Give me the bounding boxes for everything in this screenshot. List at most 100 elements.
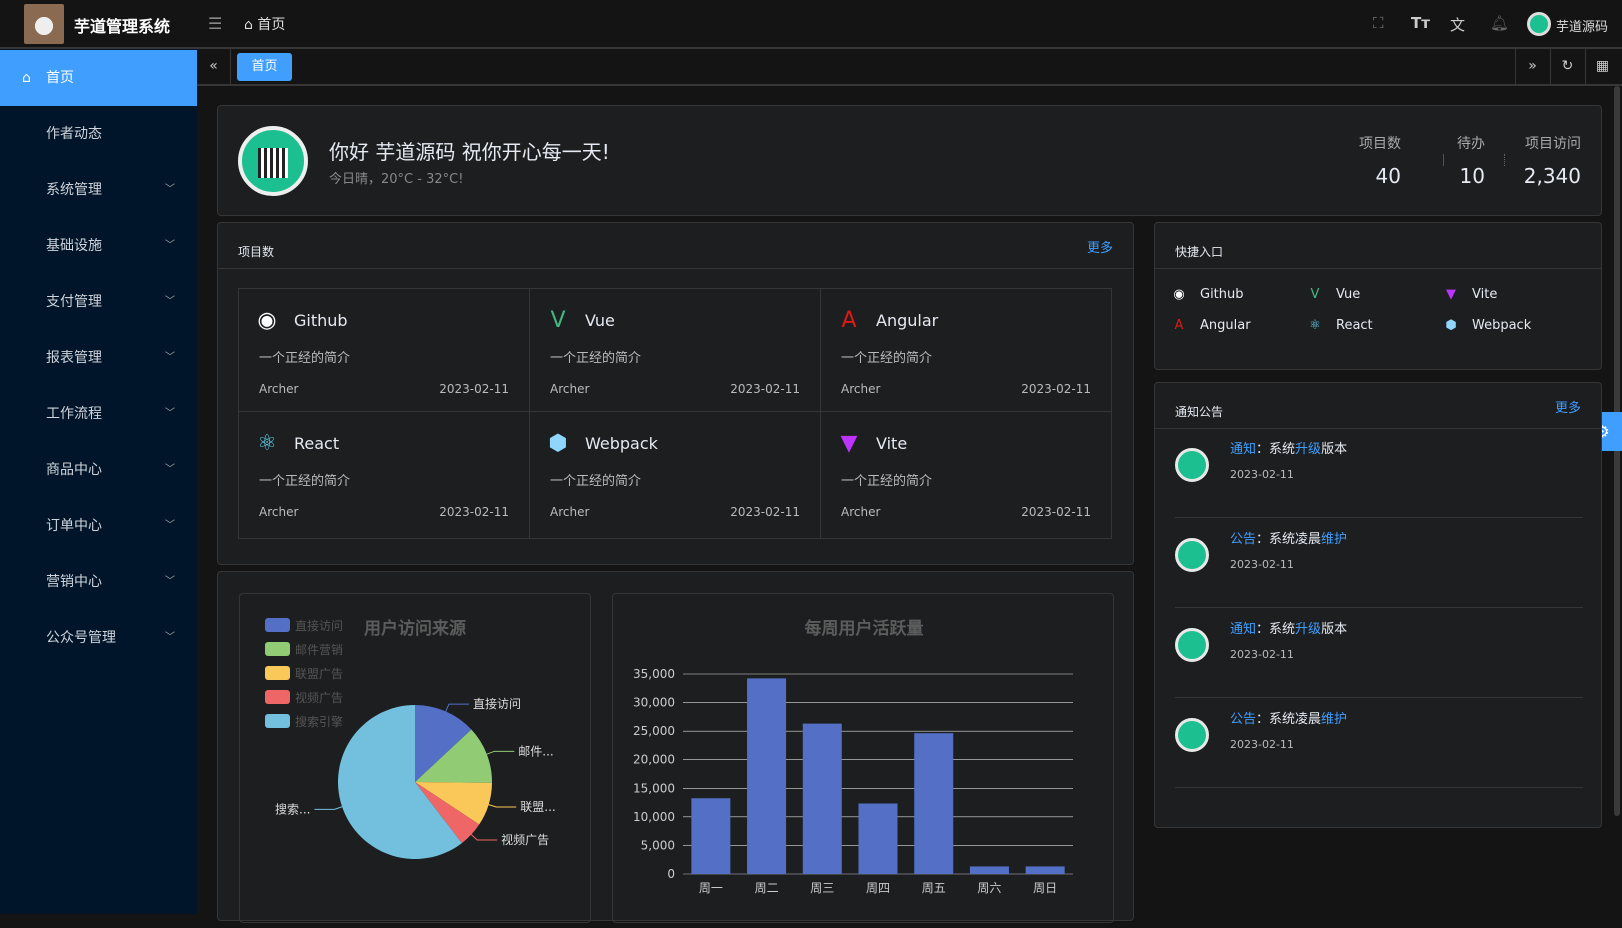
y-tick-label: 0 (667, 867, 675, 881)
scrollbar[interactable] (1614, 86, 1620, 816)
sidebar-item-mp[interactable]: 公众号管理 ﹀ (0, 610, 197, 666)
project-card[interactable]: V Vue 一个正经的简介 Archer 2023-02-11 (529, 288, 821, 416)
pie-slice[interactable] (415, 705, 472, 782)
legend-swatch[interactable] (265, 714, 290, 728)
project-date: 2023-02-11 (730, 505, 800, 519)
slice-label: 联盟... (520, 800, 555, 814)
user-name[interactable]: 芋道源码 (1556, 20, 1609, 35)
notice-type[interactable]: 公告 (1230, 712, 1257, 727)
bar[interactable] (858, 803, 898, 874)
shortcut-item[interactable]: ⚛ React (1306, 318, 1373, 333)
sidebar-item-workflow[interactable]: 工作流程 ﹀ (0, 386, 197, 442)
shortcut-item[interactable]: V Vue (1306, 287, 1361, 302)
project-author: Archer (259, 382, 299, 396)
legend-swatch[interactable] (265, 642, 290, 656)
notice-highlight: 升级 (1295, 442, 1322, 457)
project-card[interactable]: ⚛ React 一个正经的简介 Archer 2023-02-11 (238, 411, 530, 539)
fullscreen-icon[interactable]: ⛶ (1373, 14, 1384, 32)
sidebar-item-home[interactable]: ⌂ 首页 (0, 50, 197, 106)
bar[interactable] (914, 733, 954, 874)
y-tick-label: 15,000 (633, 781, 675, 795)
angular-icon: A (841, 308, 857, 333)
more-link[interactable]: 更多 (1086, 241, 1113, 256)
sidebar-item-label: 工作流程 (46, 406, 102, 422)
breadcrumb-home[interactable]: 首页 (257, 17, 286, 33)
tab-home[interactable]: 首页 (237, 53, 292, 81)
y-tick-label: 25,000 (633, 724, 675, 738)
legend-swatch[interactable] (265, 618, 290, 632)
pie-slice[interactable] (338, 705, 462, 859)
shortcut-item[interactable]: A Angular (1170, 318, 1251, 333)
divider (1504, 154, 1505, 166)
project-desc: 一个正经的简介 (841, 474, 933, 489)
bar[interactable] (802, 723, 842, 874)
vue-icon: V (1310, 287, 1320, 302)
notice-title: 系统 (1269, 622, 1296, 637)
notice-date: 2023-02-11 (1230, 738, 1294, 751)
bar[interactable] (1025, 866, 1065, 874)
notice-item[interactable]: 公告：系统凌晨维护 2023-02-11 (1175, 698, 1583, 788)
user-avatar[interactable] (1527, 12, 1551, 36)
top-header: 芋道管理系统 ☰ ⌂ 首页 ⛶ Tт 文 🔔︎ 芋道源码 (0, 0, 1622, 49)
project-name: Vue (585, 311, 615, 330)
grid-menu-icon[interactable]: ▦ (1585, 49, 1619, 84)
y-tick-label: 35,000 (633, 667, 675, 681)
legend-label[interactable]: 联盟广告 (295, 667, 343, 681)
y-tick-label: 10,000 (633, 810, 675, 824)
notice-item[interactable]: 通知：系统升级版本 2023-02-11 (1175, 608, 1583, 698)
scroll-left-icon[interactable]: « (197, 49, 231, 84)
notice-type[interactable]: 通知 (1230, 622, 1257, 637)
breadcrumb[interactable]: ⌂ 首页 (244, 14, 285, 34)
project-name: Angular (876, 311, 939, 330)
legend-swatch[interactable] (265, 690, 290, 704)
scroll-right-icon[interactable]: » (1515, 49, 1549, 84)
slice-label: 视频广告 (501, 832, 549, 847)
app-title: 芋道管理系统 (74, 17, 171, 36)
project-name: Github (294, 311, 348, 330)
bar[interactable] (747, 678, 787, 874)
legend-label[interactable]: 视频广告 (295, 690, 343, 705)
project-card[interactable]: ◉ Github 一个正经的简介 Archer 2023-02-11 (238, 288, 530, 416)
shortcut-label: Vite (1472, 287, 1498, 302)
more-link[interactable]: 更多 (1554, 401, 1581, 416)
bar[interactable] (691, 798, 731, 874)
notice-date: 2023-02-11 (1230, 648, 1294, 661)
divider (1155, 268, 1601, 269)
legend-swatch[interactable] (265, 666, 290, 680)
notice-avatar (1175, 448, 1209, 482)
translate-icon[interactable]: 文 (1450, 16, 1466, 34)
sidebar-item-marketing[interactable]: 营销中心 ﹀ (0, 554, 197, 610)
sidebar-item-product[interactable]: 商品中心 ﹀ (0, 442, 197, 498)
sidebar-item-order[interactable]: 订单中心 ﹀ (0, 498, 197, 554)
pie-slice[interactable] (415, 782, 492, 825)
menu-collapse-icon[interactable]: ☰ (208, 14, 223, 33)
notice-item[interactable]: 通知：系统升级版本 2023-02-11 (1175, 428, 1583, 518)
sidebar-item-author[interactable]: 作者动态 (0, 106, 197, 162)
notice-item[interactable]: 公告：系统凌晨维护 2023-02-11 (1175, 518, 1583, 608)
legend-label[interactable]: 搜索引擎 (295, 714, 343, 729)
pie-slice[interactable] (415, 729, 492, 783)
legend-label[interactable]: 直接访问 (295, 618, 343, 633)
stat-label: 项目访问 (1525, 136, 1581, 152)
project-author: Archer (841, 505, 881, 519)
bell-icon[interactable]: 🔔︎ (1490, 14, 1510, 32)
shortcut-item[interactable]: ▼ Vite (1442, 287, 1497, 302)
sidebar-item-pay[interactable]: 支付管理 ﹀ (0, 274, 197, 330)
project-card[interactable]: ⬢ Webpack 一个正经的简介 Archer 2023-02-11 (529, 411, 821, 539)
pie-slice[interactable] (415, 782, 480, 844)
sidebar-item-infra[interactable]: 基础设施 ﹀ (0, 218, 197, 274)
shortcut-item[interactable]: ◉ Github (1170, 287, 1243, 302)
notice-sep: ： (1256, 532, 1270, 547)
sidebar-item-report[interactable]: 报表管理 ﹀ (0, 330, 197, 386)
legend-label[interactable]: 邮件营销 (295, 643, 343, 657)
notice-type[interactable]: 公告 (1230, 532, 1257, 547)
project-card[interactable]: A Angular 一个正经的简介 Archer 2023-02-11 (820, 288, 1112, 416)
bar[interactable] (969, 866, 1009, 874)
project-card[interactable]: ▼ Vite 一个正经的简介 Archer 2023-02-11 (820, 411, 1112, 539)
refresh-icon[interactable]: ↻ (1550, 49, 1584, 84)
sidebar-item-system[interactable]: 系统管理 ﹀ (0, 162, 197, 218)
notice-type[interactable]: 通知 (1230, 442, 1257, 457)
notices-card: 通知公告 更多 通知：系统升级版本 2023-02-11 公告：系统凌晨维护 2023… (1154, 382, 1602, 828)
font-size-icon[interactable]: Tт (1411, 14, 1430, 32)
shortcut-item[interactable]: ⬢ Webpack (1442, 318, 1531, 333)
